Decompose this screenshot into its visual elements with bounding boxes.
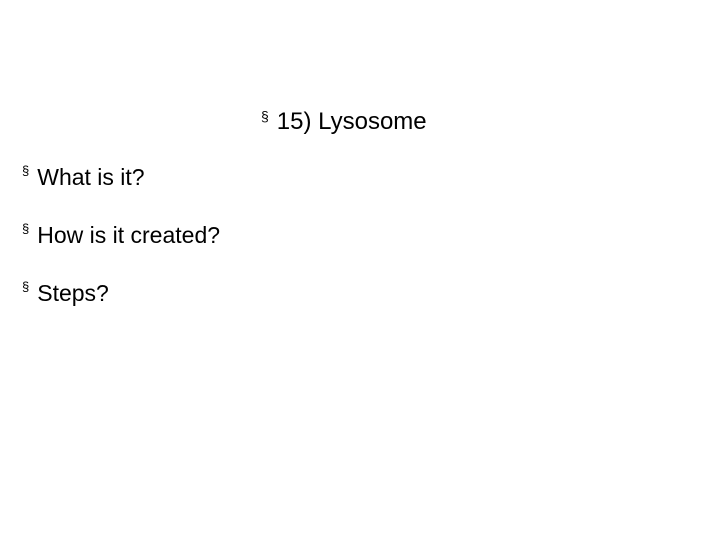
bullet-marker-icon: § (261, 108, 269, 124)
title-text: 15) Lysosome (277, 108, 427, 136)
slide: § 15) Lysosome § What is it? § How is it… (0, 0, 720, 540)
title-bullet: § 15) Lysosome (261, 108, 427, 136)
body-bullet-1: § What is it? (22, 164, 145, 190)
body-text-2: How is it created? (37, 222, 220, 248)
bullet-marker-icon: § (22, 280, 29, 295)
bullet-marker-icon: § (22, 222, 29, 237)
body-text-3: Steps? (37, 280, 109, 306)
body-bullet-3: § Steps? (22, 280, 109, 306)
body-text-1: What is it? (37, 164, 144, 190)
bullet-marker-icon: § (22, 164, 29, 179)
body-bullet-2: § How is it created? (22, 222, 220, 248)
